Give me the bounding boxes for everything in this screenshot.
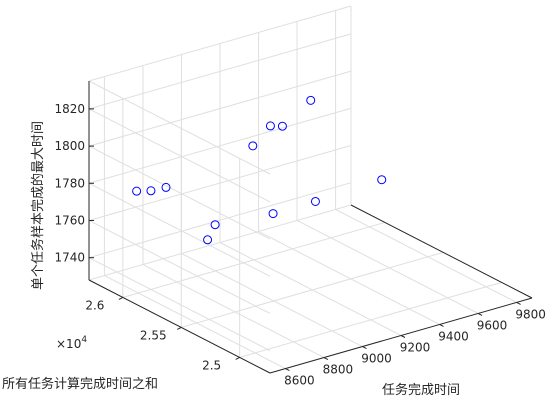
x-tick-label: 9200 <box>400 341 431 355</box>
x-tick-mark <box>323 357 329 361</box>
data-point <box>265 121 275 131</box>
x-tick-label: 9000 <box>361 352 392 366</box>
data-points <box>132 95 387 245</box>
x-tick-label: 9400 <box>438 329 469 343</box>
svg-text:×104: ×104 <box>56 335 87 351</box>
data-point <box>210 220 220 230</box>
grid-line-z-back <box>88 145 352 221</box>
x-tick-mark <box>516 301 521 305</box>
grid-line-x-floor <box>142 264 325 359</box>
grid-line-z-left <box>88 108 271 203</box>
x-tick-mark <box>285 368 290 372</box>
x-tick-mark <box>477 312 483 316</box>
data-point <box>310 196 320 206</box>
z-tick-label: 1820 <box>54 102 85 116</box>
x-tick-label: 9800 <box>515 307 546 321</box>
z-tick-label: 1740 <box>54 251 85 265</box>
grid-line-y-floor <box>181 251 444 328</box>
grid-line-y-floor <box>239 281 502 358</box>
box-edge <box>88 5 352 82</box>
tick-labels: 8600 8800 9000 9200 9400 9600 9800 2.5 2.55 2.6 17… <box>54 102 545 388</box>
data-point <box>306 95 316 105</box>
grid-line-z-left <box>88 145 271 240</box>
grid-line-x-floor <box>296 219 479 314</box>
grid-line-y-floor <box>122 221 386 298</box>
box-edge <box>88 204 352 281</box>
data-point <box>132 186 142 196</box>
grid-lines <box>88 5 517 374</box>
y-exponent-power: 4 <box>81 335 87 345</box>
data-point <box>377 175 387 185</box>
z-tick-label: 1760 <box>54 213 85 227</box>
grid-line-x-floor <box>219 242 402 336</box>
x-axis-label: 任务完成时间 <box>382 382 460 398</box>
data-point <box>277 121 287 131</box>
grid-line-x-floor <box>258 231 440 325</box>
z-tick-label: 1780 <box>54 176 85 190</box>
x-tick-mark <box>439 324 444 327</box>
y-tick-mark <box>235 356 240 360</box>
grid-line-z-left <box>88 220 271 314</box>
data-point <box>203 235 213 245</box>
grid-line-z-back <box>88 182 352 259</box>
grid-line-x-floor <box>181 253 363 347</box>
grid-line-x-floor <box>104 275 286 370</box>
axes <box>88 81 533 374</box>
x-tick-mark <box>362 346 367 349</box>
x-tick-mark <box>400 335 406 338</box>
y-axis-line <box>88 279 271 374</box>
grid-line-z-left <box>88 257 271 352</box>
y-tick-label: 2.55 <box>140 328 167 342</box>
grid-line-z-left <box>88 182 271 277</box>
z-axis-label: 单个任务样本完成的最大时间 <box>30 121 46 290</box>
data-point <box>161 182 171 192</box>
y-exponent-base: ×10 <box>56 337 81 351</box>
z-tick-label: 1800 <box>54 139 85 153</box>
x-tick-label: 8600 <box>284 374 315 388</box>
x-axis-line-far <box>350 204 533 299</box>
grid-line-z-back <box>88 70 352 147</box>
y-axis-exponent: ×104 <box>56 335 87 351</box>
data-point <box>248 141 258 151</box>
grid-line-z-back <box>88 107 352 184</box>
data-point <box>146 186 156 196</box>
y-tick-mark <box>177 326 182 330</box>
grid-line-x-floor <box>335 208 517 303</box>
y-tick-label: 2.6 <box>85 298 104 312</box>
box-edge <box>88 80 271 175</box>
y-tick-label: 2.5 <box>202 358 221 372</box>
y-axis-label: 所有任务计算完成时间之和 <box>2 376 158 392</box>
grid-line-z-back <box>88 33 352 110</box>
x-tick-label: 8800 <box>323 363 354 377</box>
x-tick-label: 9600 <box>477 318 508 332</box>
data-point <box>268 209 278 219</box>
y-tick-mark <box>118 296 124 300</box>
